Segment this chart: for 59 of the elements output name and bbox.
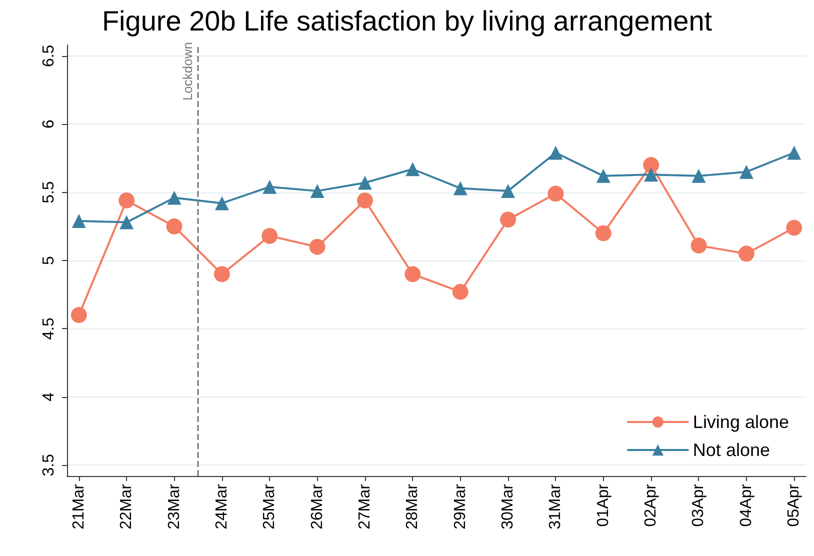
point [70,307,87,324]
x-tick-label: 22Mar [118,483,136,530]
point [644,168,658,182]
point [643,157,660,174]
x-tick-label: 26Mar [308,483,326,530]
x-tick-label: 01Apr [594,483,612,527]
y-tick-label: 4.5 [40,317,58,340]
point [72,214,86,228]
x-tick-label: 02Apr [642,483,660,527]
y-tick-label: 5.5 [40,181,58,204]
point [596,168,610,183]
point [262,228,278,244]
point [118,192,135,208]
point [452,284,468,300]
x-tick-label: 29Mar [452,483,469,530]
y-tick-label: 5 [40,256,58,265]
point [309,238,326,255]
point [166,218,182,234]
point [214,196,229,210]
point [357,192,373,208]
point [310,184,324,198]
x-tick-label: 27Mar [356,483,374,530]
x-tick-label: 24Mar [213,483,230,530]
point [548,146,563,160]
x-tick-label: 31Mar [547,483,564,530]
y-tick-label: 4 [40,392,58,402]
point [548,186,564,202]
point [453,181,468,196]
point [358,176,372,190]
y-tick-label: 6.5 [40,44,58,68]
point [501,184,516,198]
ref-line-label: Lockdown [180,42,196,101]
point [787,146,802,160]
x-tick-label: 28Mar [404,483,422,530]
point [404,266,421,282]
x-tick-label: 23Mar [166,483,183,530]
x-tick-label: 21Mar [70,483,88,530]
x-tick-label: 25Mar [261,483,278,530]
y-tick-label: 6 [40,120,58,129]
point [262,180,277,194]
point [739,164,754,179]
point [595,225,612,242]
x-tick-label: 03Apr [690,483,708,527]
legend-label: Not alone [692,440,770,460]
point [500,212,516,228]
chart-title: Figure 20b Life satisfaction by living arrangement [102,6,712,36]
point [786,220,802,236]
point [406,162,420,176]
point [690,238,707,254]
point [214,266,230,282]
point [738,246,754,262]
point [120,215,134,230]
point [692,168,706,183]
x-tick-label: 04Apr [738,483,755,527]
x-tick-label: 30Mar [500,483,517,530]
x-tick-label: 05Apr [786,483,803,527]
y-tick-label: 3.5 [40,454,58,476]
legend-label: Living alone [692,412,790,432]
point [167,190,182,205]
